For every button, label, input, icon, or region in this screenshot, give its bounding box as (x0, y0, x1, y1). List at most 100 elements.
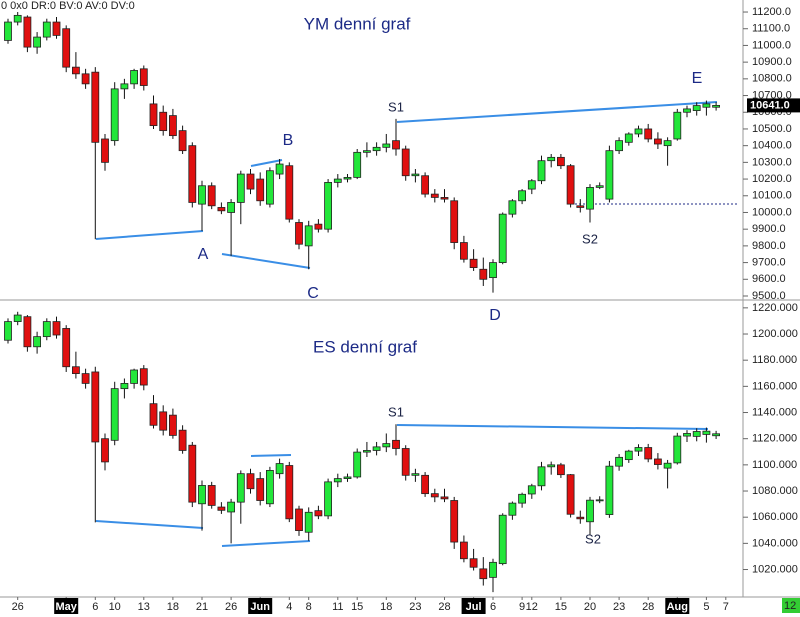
candle-body (4, 321, 12, 341)
candle-body (421, 474, 430, 495)
candle-body (333, 478, 342, 483)
candle-body (547, 156, 556, 162)
candle-body (469, 258, 478, 268)
badge: 12 (784, 600, 796, 612)
candle-body (673, 111, 682, 140)
candle-body (81, 73, 90, 85)
candle-body (605, 465, 614, 515)
candle-body (314, 510, 323, 517)
x-tick-label: 6 (92, 601, 98, 613)
candle-body (178, 130, 187, 152)
x-tick-label: 18 (380, 601, 392, 613)
candle-body (265, 170, 274, 205)
candle-body (33, 36, 41, 48)
x-tick-label: 15 (555, 601, 567, 613)
candle-body (557, 156, 565, 167)
candle-body (42, 321, 51, 338)
candle-body (236, 173, 245, 203)
candle-body (198, 485, 206, 505)
x-tick-label: 6 (490, 601, 496, 613)
candle-body (149, 403, 158, 426)
candle-body (663, 462, 672, 469)
last-price-box (747, 98, 800, 113)
candle-body (52, 321, 61, 336)
y-tick-label: 10000.0 (752, 206, 792, 218)
candle-body (178, 429, 187, 451)
x-tick-label: 13 (138, 601, 150, 613)
candle-body (537, 160, 546, 182)
y-tick-label: 10500.0 (752, 123, 792, 135)
candle-body (256, 178, 265, 202)
candle-body (353, 151, 362, 178)
x-month-box (248, 598, 273, 614)
x-tick-label: Aug (667, 601, 688, 613)
candle-body (81, 373, 90, 384)
candle-body (479, 268, 488, 280)
trend-line (250, 454, 292, 457)
candle-body (236, 473, 245, 503)
y-tick-label: 11000.0 (752, 39, 791, 51)
candle-body (168, 115, 177, 137)
x-tick-label: May (55, 601, 77, 613)
candle-body (450, 200, 459, 243)
candle-body (256, 478, 265, 501)
candle-body (159, 411, 168, 431)
candle-body (634, 128, 643, 135)
x-tick-label: 20 (584, 601, 596, 613)
x-tick-label: 26 (12, 601, 24, 613)
x-tick-label: 5 (703, 601, 709, 613)
candle-body (576, 516, 585, 520)
candle-body (149, 103, 158, 127)
candle-body (392, 140, 400, 150)
candle-body (489, 561, 497, 578)
y-tick-label: 9700.0 (752, 256, 786, 268)
x-month-box (461, 598, 486, 614)
candle-body (275, 463, 284, 475)
candle-body (275, 163, 284, 175)
x-tick-label: 28 (438, 601, 450, 613)
candle-body (498, 514, 507, 565)
candle-body (663, 140, 672, 147)
y-tick-label: 1200.000 (752, 328, 798, 340)
candle-body (615, 140, 623, 152)
y-tick-label: 1220.000 (752, 302, 798, 314)
candle-body (62, 328, 71, 368)
candle-body (42, 21, 51, 38)
x-tick-label: 4 (286, 601, 292, 613)
candle-body (702, 430, 711, 435)
candle-body (537, 466, 546, 487)
trend-line (95, 520, 204, 529)
y-tick-label: 10400.0 (752, 140, 792, 152)
candle-body (712, 105, 720, 108)
candle-body (101, 138, 109, 163)
y-tick-label: 10900.0 (752, 56, 792, 68)
x-tick-label: 8 (306, 601, 312, 613)
candle-body (168, 414, 177, 436)
y-tick-label: 1140.000 (752, 406, 797, 418)
y-tick-label: 1040.000 (752, 537, 798, 549)
candle-body (692, 431, 701, 437)
candle-body (692, 105, 701, 111)
trend-line (95, 230, 204, 240)
y-tick-label: 9800.0 (752, 240, 786, 252)
candle-body (13, 14, 22, 23)
candle-body (634, 447, 643, 452)
candle-body (498, 213, 507, 263)
chart-title: YM denní graf (304, 14, 411, 33)
candle-body (72, 366, 80, 374)
trend-line (396, 101, 718, 123)
candle-body (72, 66, 80, 75)
candle-body (372, 446, 381, 451)
candle-body (304, 511, 313, 533)
candle-body (246, 473, 255, 490)
candle-body (401, 148, 410, 177)
trend-line (396, 424, 709, 430)
candle-body (207, 485, 216, 506)
y-tick-label: 10200.0 (752, 173, 792, 185)
candle-body (343, 476, 352, 479)
candle-body (712, 433, 720, 437)
candle-body (624, 450, 633, 461)
last-price-label: 10641.0 (750, 99, 790, 111)
